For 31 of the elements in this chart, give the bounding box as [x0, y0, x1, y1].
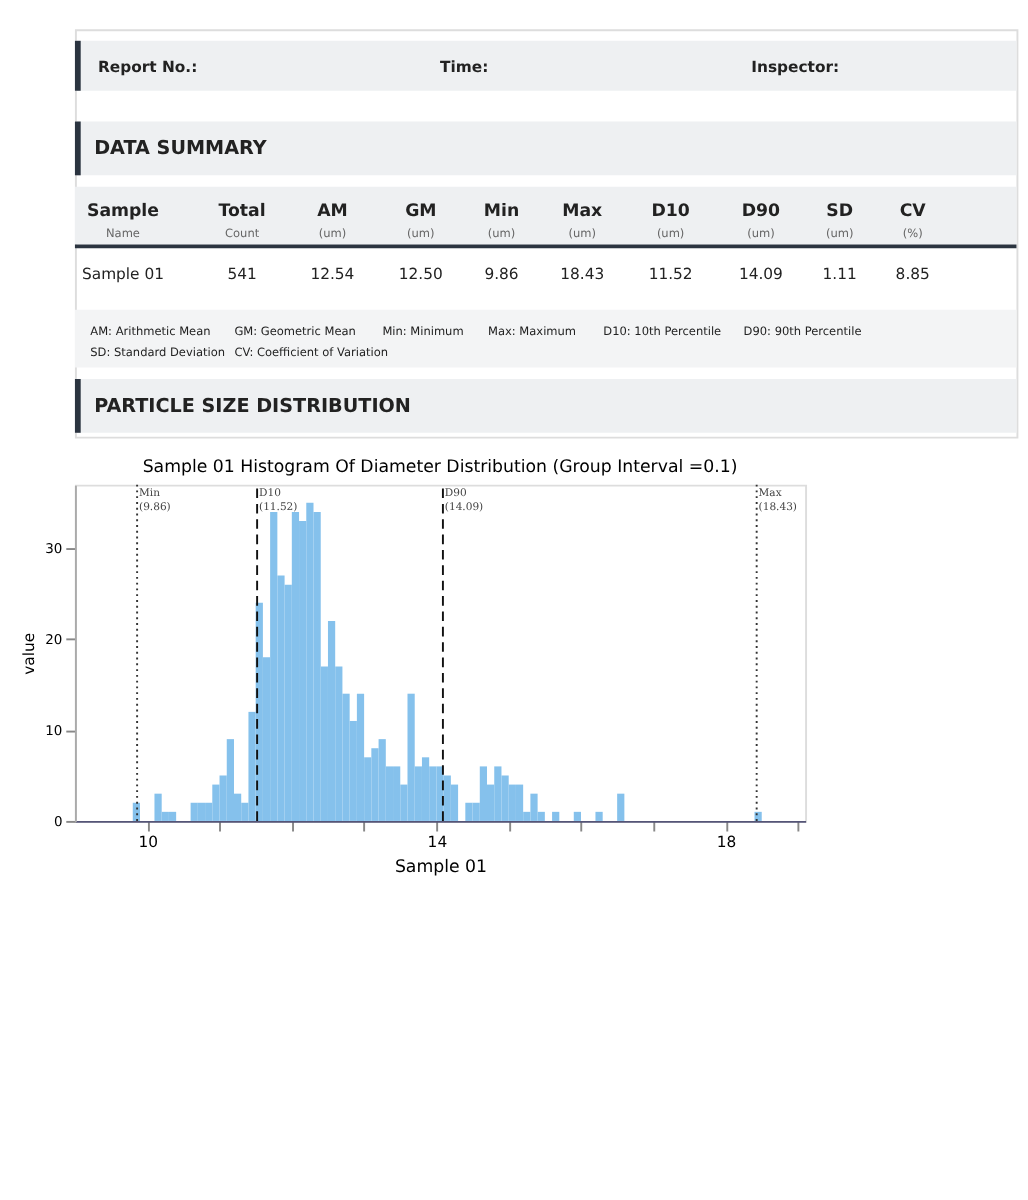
text: 541 — [227, 265, 257, 284]
text: Report No.: — [98, 57, 198, 76]
text: 11.52 — [648, 265, 693, 284]
text: GM — [405, 201, 437, 222]
text: D10 — [651, 201, 690, 222]
text: Sample — [86, 201, 160, 222]
text: SD — [826, 201, 854, 222]
x-tick-label: 18 — [716, 832, 737, 851]
text: 18.43 — [560, 265, 605, 284]
x-tick-label: 14 — [427, 832, 448, 851]
text: 1.11 — [822, 265, 857, 284]
text: AM — [317, 201, 348, 222]
text: Time: — [440, 57, 489, 76]
x-tick-label: 10 — [138, 832, 159, 851]
text: Total — [218, 201, 266, 222]
text: Inspector: — [751, 57, 840, 76]
text: 8.85 — [895, 265, 931, 284]
text: Min — [483, 201, 520, 222]
text: CV — [899, 201, 927, 222]
x-axis-title: Sample 01 — [394, 857, 488, 878]
text: 14.09 — [738, 265, 784, 284]
text: Sample 01 — [82, 265, 165, 284]
text: PARTICLE SIZE DISTRIBUTION — [94, 395, 411, 418]
text: Max — [562, 201, 604, 222]
text: 12.54 — [310, 265, 355, 284]
text: 12.50 — [398, 265, 443, 284]
chart-title: Sample 01 Histogram Of Diameter Distribution (Group Interval =0.1) — [142, 458, 738, 479]
y-axis-title: value — [19, 632, 38, 675]
text: 9.86 — [484, 265, 519, 284]
text: D90 — [741, 201, 781, 222]
text: DATA SUMMARY — [94, 138, 269, 161]
